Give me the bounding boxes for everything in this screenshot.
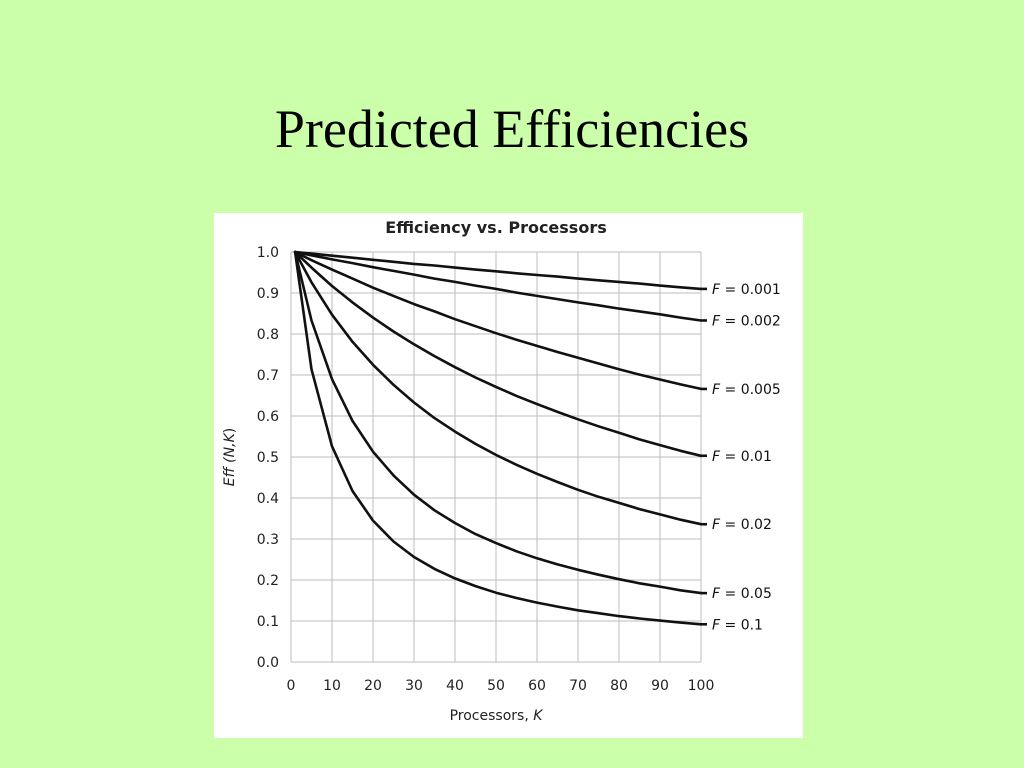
chart-title: Efficiency vs. Processors [385, 218, 606, 237]
y-tick-label: 0.7 [257, 368, 279, 384]
x-tick-label: 0 [287, 678, 296, 694]
x-tick-label: 10 [323, 678, 341, 694]
x-tick-label: 60 [528, 678, 546, 694]
y-axis-label-post: ) [222, 428, 238, 433]
y-tick-label: 0.5 [257, 450, 279, 466]
series-label: F = 0.02 [712, 517, 772, 533]
series-label: F = 0.001 [712, 282, 781, 298]
x-tick-label: 90 [651, 678, 669, 694]
y-tick-label: 1.0 [257, 245, 279, 261]
y-axis-label-vars: N,K [222, 431, 238, 457]
series-label: F = 0.1 [712, 617, 763, 633]
efficiency-chart: Efficiency vs. Processors 0.00.10.20.30.… [222, 218, 781, 724]
grid [290, 251, 702, 663]
series-line-1 [293, 250, 703, 322]
series-line-0 [293, 250, 703, 291]
y-axis-label: Eff (N,K) [222, 428, 238, 486]
x-axis-label: Processors, K [450, 708, 545, 724]
y-tick-label: 0.4 [257, 491, 279, 507]
y-axis-label-pre: Eff ( [222, 457, 238, 486]
y-tick-label: 0.9 [257, 286, 279, 302]
y-tick-label: 0.6 [257, 409, 279, 425]
y-axis-ticks: 0.0 0.1 0.2 0.3 0.4 0.5 0.6 0.7 0.8 0.9 1.0 [257, 245, 279, 671]
y-tick-label: 0.0 [257, 655, 279, 671]
series-label: F = 0.005 [712, 382, 781, 398]
x-tick-label: 80 [610, 678, 628, 694]
y-tick-label: 0.2 [257, 573, 279, 589]
x-tick-label: 20 [364, 678, 382, 694]
chart-panel: Efficiency vs. Processors 0.0 0.1 0.2 0.3 0.… [214, 213, 803, 738]
y-tick-label: 0.8 [257, 327, 279, 343]
y-tick-label: 0.1 [257, 614, 279, 630]
series-line-6 [293, 250, 703, 626]
x-tick-label: 100 [688, 678, 715, 694]
series-label: F = 0.01 [712, 449, 772, 465]
x-tick-label: 50 [487, 678, 505, 694]
x-tick-label: 30 [405, 678, 423, 694]
series-line-5 [293, 250, 703, 595]
series-label: F = 0.05 [712, 586, 772, 602]
x-axis-ticks: 0 10 20 30 40 50 60 70 80 90 100 [287, 678, 715, 694]
series-line-4 [293, 250, 703, 526]
series-line-3 [293, 250, 703, 458]
x-axis-label-var: K [533, 708, 544, 724]
x-tick-label: 40 [446, 678, 464, 694]
slide-title: Predicted Efficiencies [274, 99, 750, 159]
y-tick-label: 0.3 [257, 532, 279, 548]
series-labels: F = 0.001 F = 0.002 F = 0.005 F = 0.01 F = 0… [701, 282, 781, 633]
x-tick-label: 70 [569, 678, 587, 694]
series-label: F = 0.002 [712, 313, 781, 329]
series-lines [293, 250, 703, 626]
x-axis-label-text: Processors, [450, 708, 534, 724]
series-line-2 [293, 250, 703, 391]
